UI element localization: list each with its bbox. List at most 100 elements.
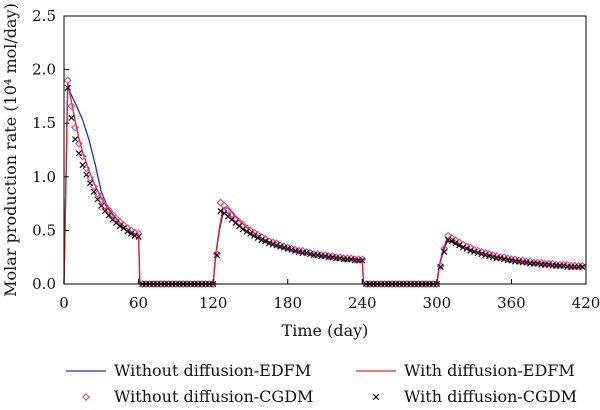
cross-marker	[303, 249, 310, 257]
cross-marker	[459, 244, 467, 251]
cross-marker	[251, 232, 258, 239]
x-tick-label: 180	[273, 294, 302, 312]
legend-item-4: With diffusion-CGDM	[372, 387, 577, 406]
legend-diamond-swatch	[82, 393, 90, 401]
cross-marker	[269, 241, 276, 248]
y-axis-title: Molar production rate (10⁴ mol/day)	[1, 3, 20, 297]
legend-label: With diffusion-CGDM	[404, 387, 577, 406]
cross-marker	[131, 232, 138, 239]
cross-marker	[560, 262, 567, 269]
x-tick-label: 240	[348, 294, 377, 312]
cross-marker	[288, 246, 295, 253]
cross-marker	[467, 247, 474, 254]
cross-marker	[485, 253, 493, 260]
legend: Without diffusion-EDFM With diffusion-EDF…	[66, 361, 577, 406]
cross-marker	[90, 188, 97, 195]
diamond-marker	[97, 196, 106, 205]
cross-marker	[437, 263, 444, 270]
legend-label: Without diffusion-EDFM	[114, 361, 311, 380]
y-tick-label: 1.0	[32, 168, 56, 186]
cross-marker	[94, 196, 101, 203]
cross-marker	[523, 259, 530, 266]
diamond-marker	[224, 206, 233, 215]
cross-marker	[239, 226, 247, 233]
cross-marker	[508, 257, 515, 264]
legend-cross-swatch	[372, 393, 380, 401]
cross-marker	[474, 249, 481, 257]
cross-marker	[116, 222, 124, 230]
diamond-marker	[220, 201, 229, 210]
cross-marker	[545, 261, 552, 268]
cross-marker	[347, 256, 355, 263]
x-tick-label: 300	[423, 294, 452, 312]
cross-marker	[314, 251, 321, 259]
legend-item-2: With diffusion-EDFM	[356, 361, 575, 380]
cross-marker	[489, 254, 496, 261]
cross-marker	[284, 245, 291, 252]
diamond-marker	[74, 139, 83, 148]
diamond-marker	[67, 102, 76, 111]
plot-area	[63, 76, 587, 288]
series-line	[63, 82, 586, 285]
cross-marker	[482, 251, 489, 259]
axes: 0 60 120 180 240 300 360 420 0.0 0.5 1.0 1.5 2.0 2.5	[32, 7, 600, 312]
y-tick-label: 1.5	[32, 114, 56, 132]
cross-marker	[478, 250, 485, 258]
cross-marker	[79, 161, 86, 169]
cross-marker	[359, 257, 366, 264]
cross-marker	[515, 258, 523, 265]
cross-marker	[295, 248, 303, 255]
cross-marker	[213, 251, 220, 259]
cross-marker	[265, 240, 273, 247]
y-tick-label: 0.5	[32, 221, 56, 239]
cross-marker	[444, 236, 452, 244]
cross-marker	[98, 202, 105, 209]
y-tick-label: 0.0	[32, 275, 56, 293]
cross-marker	[500, 256, 508, 263]
diamond-marker	[444, 231, 453, 240]
cross-marker	[306, 250, 314, 258]
cross-marker	[258, 236, 265, 244]
cross-marker	[456, 242, 463, 249]
diamond-marker	[63, 76, 72, 85]
cross-marker	[463, 245, 470, 252]
legend-label: With diffusion-EDFM	[404, 361, 575, 380]
cross-marker	[579, 263, 586, 270]
cross-marker	[273, 242, 280, 249]
cross-marker	[68, 114, 75, 121]
cross-marker	[127, 230, 135, 237]
cross-marker	[217, 207, 224, 215]
y-tick-label: 2.5	[32, 7, 56, 25]
x-tick-label: 120	[199, 294, 228, 312]
cross-marker	[72, 136, 79, 143]
x-tick-label: 0	[59, 294, 69, 312]
cross-marker	[497, 255, 504, 262]
cross-marker	[471, 248, 478, 255]
cross-marker	[262, 237, 269, 245]
x-tick-label: 360	[497, 294, 526, 312]
cross-marker	[534, 260, 541, 267]
cross-marker	[336, 255, 344, 262]
cross-marker	[254, 234, 262, 242]
x-tick-label: 60	[129, 294, 148, 312]
cross-marker	[329, 254, 336, 261]
cross-marker	[83, 171, 90, 178]
diamond-marker	[71, 123, 80, 132]
cross-marker	[448, 237, 455, 245]
x-tick-label: 420	[572, 294, 600, 312]
cross-marker	[124, 228, 131, 235]
cross-marker	[277, 243, 284, 250]
x-axis-title: Time (day)	[282, 321, 369, 340]
cross-marker	[292, 247, 299, 254]
cross-marker	[64, 84, 71, 91]
cross-marker	[86, 180, 94, 187]
cross-marker	[441, 248, 448, 255]
cross-marker	[75, 150, 83, 157]
cross-marker	[321, 253, 329, 260]
legend-label: Without diffusion-CGDM	[114, 387, 313, 406]
legend-item-3: Without diffusion-CGDM	[82, 387, 313, 406]
cross-marker	[247, 230, 254, 237]
y-tick-label: 2.0	[32, 61, 56, 79]
legend-item-1: Without diffusion-EDFM	[66, 361, 311, 380]
